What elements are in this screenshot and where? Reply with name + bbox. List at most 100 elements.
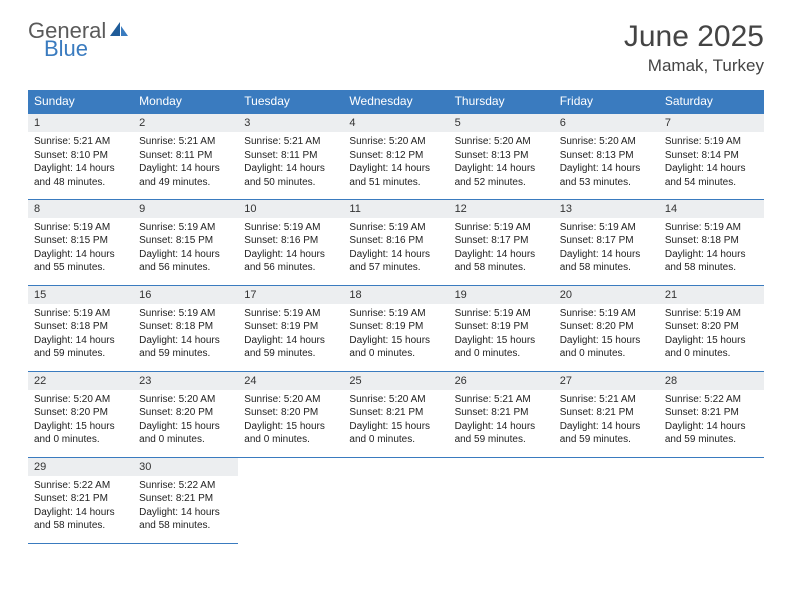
sunrise-text: Sunrise: 5:21 AM xyxy=(34,135,127,149)
sunrise-text: Sunrise: 5:19 AM xyxy=(34,221,127,235)
month-title: June 2025 xyxy=(624,20,764,54)
calendar-cell: 25Sunrise: 5:20 AMSunset: 8:21 PMDayligh… xyxy=(343,371,448,457)
day-body: Sunrise: 5:20 AMSunset: 8:12 PMDaylight:… xyxy=(343,132,448,195)
sunrise-text: Sunrise: 5:19 AM xyxy=(139,221,232,235)
daylight-text-1: Daylight: 15 hours xyxy=(244,420,337,434)
daylight-text-2: and 54 minutes. xyxy=(665,176,758,190)
day-body: Sunrise: 5:19 AMSunset: 8:20 PMDaylight:… xyxy=(659,304,764,367)
daylight-text-2: and 56 minutes. xyxy=(139,261,232,275)
sunset-text: Sunset: 8:19 PM xyxy=(244,320,337,334)
daylight-text-1: Daylight: 14 hours xyxy=(349,162,442,176)
weekday-header: Tuesday xyxy=(238,90,343,113)
day-number: 7 xyxy=(659,114,764,132)
calendar-cell: 20Sunrise: 5:19 AMSunset: 8:20 PMDayligh… xyxy=(554,285,659,371)
weekday-header-row: Sunday Monday Tuesday Wednesday Thursday… xyxy=(28,90,764,113)
sunset-text: Sunset: 8:13 PM xyxy=(560,149,653,163)
day-number: 6 xyxy=(554,114,659,132)
day-body: Sunrise: 5:19 AMSunset: 8:17 PMDaylight:… xyxy=(554,218,659,281)
sunrise-text: Sunrise: 5:20 AM xyxy=(349,393,442,407)
weekday-header: Sunday xyxy=(28,90,133,113)
day-number: 8 xyxy=(28,200,133,218)
day-number: 23 xyxy=(133,372,238,390)
daylight-text-1: Daylight: 14 hours xyxy=(560,420,653,434)
day-number: 2 xyxy=(133,114,238,132)
daylight-text-2: and 57 minutes. xyxy=(349,261,442,275)
daylight-text-2: and 58 minutes. xyxy=(560,261,653,275)
day-body: Sunrise: 5:21 AMSunset: 8:11 PMDaylight:… xyxy=(133,132,238,195)
day-number: 25 xyxy=(343,372,448,390)
daylight-text-1: Daylight: 14 hours xyxy=(34,248,127,262)
day-number: 29 xyxy=(28,458,133,476)
day-body: Sunrise: 5:19 AMSunset: 8:19 PMDaylight:… xyxy=(238,304,343,367)
sunrise-text: Sunrise: 5:19 AM xyxy=(455,307,548,321)
daylight-text-2: and 0 minutes. xyxy=(455,347,548,361)
day-body: Sunrise: 5:19 AMSunset: 8:15 PMDaylight:… xyxy=(28,218,133,281)
daylight-text-1: Daylight: 14 hours xyxy=(560,162,653,176)
day-number: 27 xyxy=(554,372,659,390)
daylight-text-1: Daylight: 14 hours xyxy=(34,506,127,520)
day-body: Sunrise: 5:19 AMSunset: 8:18 PMDaylight:… xyxy=(659,218,764,281)
daylight-text-2: and 59 minutes. xyxy=(139,347,232,361)
sunrise-text: Sunrise: 5:21 AM xyxy=(560,393,653,407)
day-body: Sunrise: 5:22 AMSunset: 8:21 PMDaylight:… xyxy=(28,476,133,539)
daylight-text-2: and 49 minutes. xyxy=(139,176,232,190)
calendar-cell: 27Sunrise: 5:21 AMSunset: 8:21 PMDayligh… xyxy=(554,371,659,457)
day-body: Sunrise: 5:19 AMSunset: 8:20 PMDaylight:… xyxy=(554,304,659,367)
day-body: Sunrise: 5:19 AMSunset: 8:14 PMDaylight:… xyxy=(659,132,764,195)
location: Mamak, Turkey xyxy=(624,56,764,76)
sunrise-text: Sunrise: 5:20 AM xyxy=(560,135,653,149)
day-number: 3 xyxy=(238,114,343,132)
daylight-text-1: Daylight: 15 hours xyxy=(349,334,442,348)
daylight-text-2: and 0 minutes. xyxy=(139,433,232,447)
daylight-text-1: Daylight: 14 hours xyxy=(34,162,127,176)
calendar-row: 29Sunrise: 5:22 AMSunset: 8:21 PMDayligh… xyxy=(28,457,764,543)
day-number: 28 xyxy=(659,372,764,390)
calendar-cell-empty xyxy=(449,457,554,543)
calendar-cell-empty xyxy=(238,457,343,543)
sunset-text: Sunset: 8:17 PM xyxy=(560,234,653,248)
sunset-text: Sunset: 8:18 PM xyxy=(34,320,127,334)
calendar-cell: 15Sunrise: 5:19 AMSunset: 8:18 PMDayligh… xyxy=(28,285,133,371)
calendar-cell: 17Sunrise: 5:19 AMSunset: 8:19 PMDayligh… xyxy=(238,285,343,371)
sunset-text: Sunset: 8:20 PM xyxy=(139,406,232,420)
day-number: 21 xyxy=(659,286,764,304)
day-number: 14 xyxy=(659,200,764,218)
daylight-text-2: and 58 minutes. xyxy=(34,519,127,533)
day-body: Sunrise: 5:20 AMSunset: 8:20 PMDaylight:… xyxy=(133,390,238,453)
daylight-text-1: Daylight: 14 hours xyxy=(244,334,337,348)
calendar-row: 1Sunrise: 5:21 AMSunset: 8:10 PMDaylight… xyxy=(28,113,764,199)
sunrise-text: Sunrise: 5:20 AM xyxy=(34,393,127,407)
logo-blue-text-row: Blue xyxy=(28,38,88,60)
calendar-cell-empty xyxy=(343,457,448,543)
calendar-cell: 2Sunrise: 5:21 AMSunset: 8:11 PMDaylight… xyxy=(133,113,238,199)
sunrise-text: Sunrise: 5:21 AM xyxy=(139,135,232,149)
calendar-cell: 24Sunrise: 5:20 AMSunset: 8:20 PMDayligh… xyxy=(238,371,343,457)
daylight-text-2: and 0 minutes. xyxy=(560,347,653,361)
calendar-cell: 14Sunrise: 5:19 AMSunset: 8:18 PMDayligh… xyxy=(659,199,764,285)
sunset-text: Sunset: 8:10 PM xyxy=(34,149,127,163)
sunset-text: Sunset: 8:18 PM xyxy=(139,320,232,334)
daylight-text-1: Daylight: 14 hours xyxy=(349,248,442,262)
sunset-text: Sunset: 8:19 PM xyxy=(349,320,442,334)
sunrise-text: Sunrise: 5:19 AM xyxy=(665,221,758,235)
sunset-text: Sunset: 8:21 PM xyxy=(34,492,127,506)
calendar-body: 1Sunrise: 5:21 AMSunset: 8:10 PMDaylight… xyxy=(28,113,764,543)
day-body: Sunrise: 5:19 AMSunset: 8:18 PMDaylight:… xyxy=(133,304,238,367)
calendar-cell: 28Sunrise: 5:22 AMSunset: 8:21 PMDayligh… xyxy=(659,371,764,457)
daylight-text-2: and 59 minutes. xyxy=(455,433,548,447)
calendar-cell: 16Sunrise: 5:19 AMSunset: 8:18 PMDayligh… xyxy=(133,285,238,371)
calendar-cell: 29Sunrise: 5:22 AMSunset: 8:21 PMDayligh… xyxy=(28,457,133,543)
calendar-cell: 5Sunrise: 5:20 AMSunset: 8:13 PMDaylight… xyxy=(449,113,554,199)
day-body: Sunrise: 5:19 AMSunset: 8:18 PMDaylight:… xyxy=(28,304,133,367)
day-number: 5 xyxy=(449,114,554,132)
daylight-text-2: and 56 minutes. xyxy=(244,261,337,275)
header: General Blue June 2025 Mamak, Turkey xyxy=(28,20,764,76)
day-body: Sunrise: 5:20 AMSunset: 8:20 PMDaylight:… xyxy=(238,390,343,453)
daylight-text-1: Daylight: 14 hours xyxy=(665,420,758,434)
daylight-text-2: and 59 minutes. xyxy=(560,433,653,447)
calendar-cell: 23Sunrise: 5:20 AMSunset: 8:20 PMDayligh… xyxy=(133,371,238,457)
calendar-cell: 9Sunrise: 5:19 AMSunset: 8:15 PMDaylight… xyxy=(133,199,238,285)
day-body: Sunrise: 5:19 AMSunset: 8:16 PMDaylight:… xyxy=(238,218,343,281)
day-number: 4 xyxy=(343,114,448,132)
sunrise-text: Sunrise: 5:19 AM xyxy=(560,307,653,321)
